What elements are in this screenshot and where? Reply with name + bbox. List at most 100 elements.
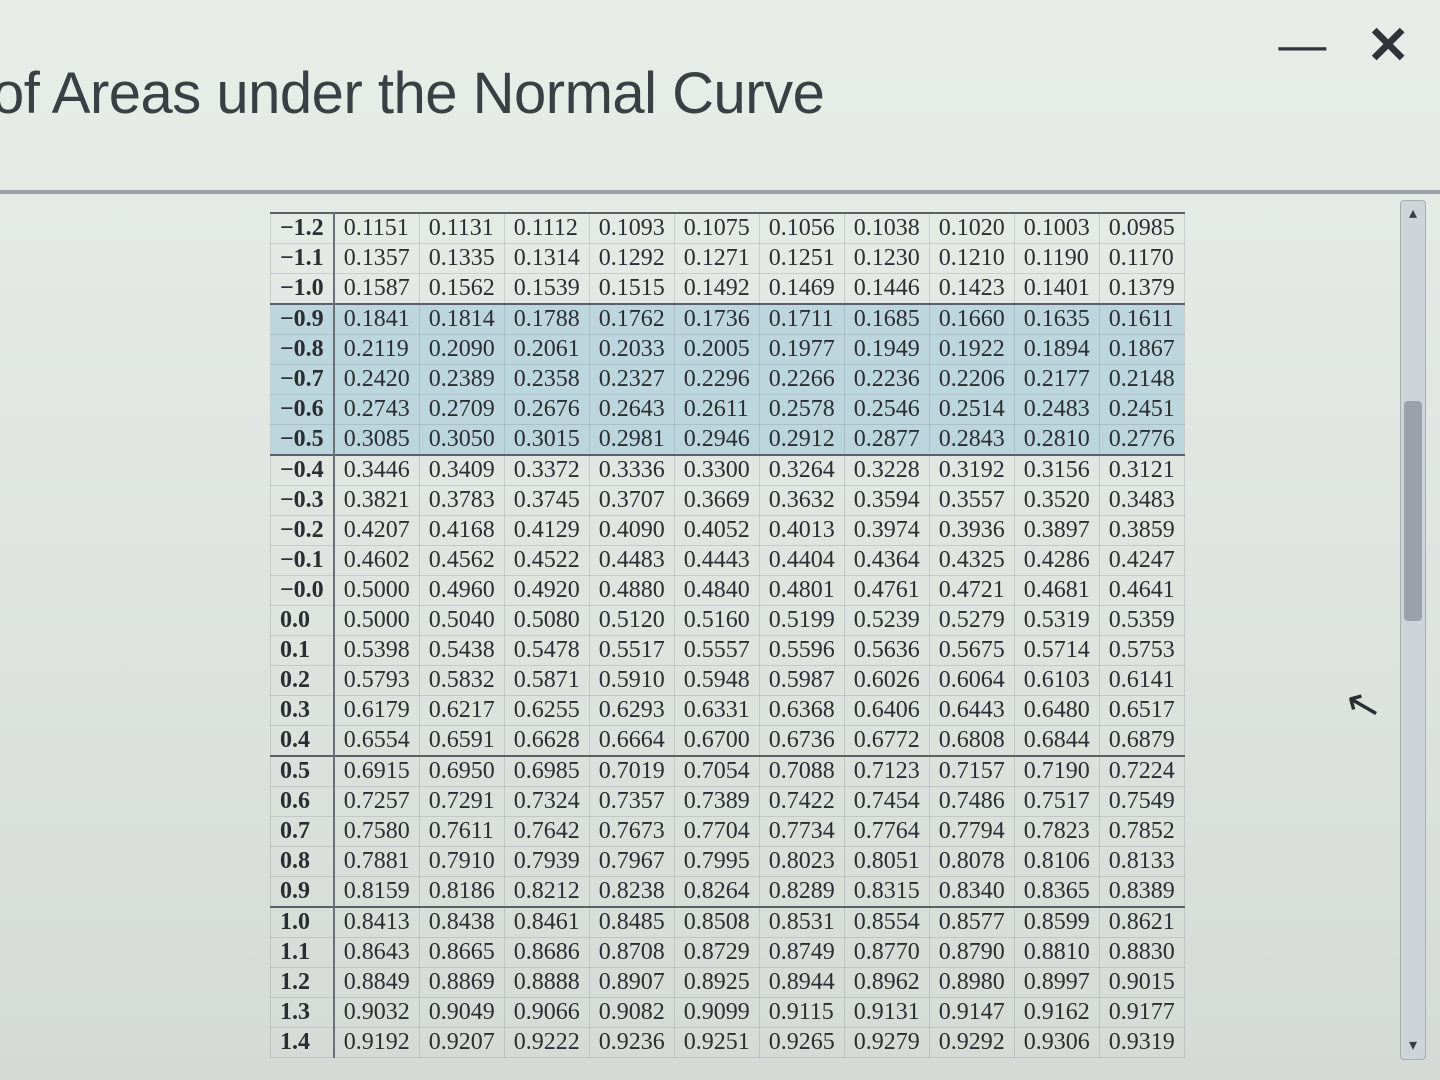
value-cell: 0.7823 <box>1014 817 1099 847</box>
value-cell: 0.8340 <box>929 877 1014 908</box>
table-row: −0.50.30850.30500.30150.29810.29460.2912… <box>271 425 1185 456</box>
value-cell: 0.4443 <box>674 546 759 576</box>
value-cell: 0.8749 <box>759 938 844 968</box>
z-label-cell: 1.3 <box>271 998 334 1028</box>
value-cell: 0.2843 <box>929 425 1014 456</box>
value-cell: 0.1736 <box>674 304 759 335</box>
value-cell: 0.3264 <box>759 455 844 486</box>
scroll-down-icon[interactable]: ▾ <box>1401 1033 1425 1059</box>
value-cell: 0.9306 <box>1014 1028 1099 1058</box>
value-cell: 0.8577 <box>929 907 1014 938</box>
table-row: 0.80.78810.79100.79390.79670.79950.80230… <box>271 847 1185 877</box>
value-cell: 0.1867 <box>1099 335 1184 365</box>
value-cell: 0.7357 <box>589 787 674 817</box>
table-row: 0.10.53980.54380.54780.55170.55570.55960… <box>271 636 1185 666</box>
value-cell: 0.4602 <box>334 546 420 576</box>
z-label-cell: −0.3 <box>271 486 334 516</box>
value-cell: 0.2090 <box>419 335 504 365</box>
value-cell: 0.1112 <box>504 213 589 244</box>
value-cell: 0.8770 <box>844 938 929 968</box>
value-cell: 0.4801 <box>759 576 844 606</box>
value-cell: 0.8830 <box>1099 938 1184 968</box>
value-cell: 0.3707 <box>589 486 674 516</box>
close-icon[interactable]: ✕ <box>1366 20 1410 72</box>
value-cell: 0.6064 <box>929 666 1014 696</box>
table-row: −0.80.21190.20900.20610.20330.20050.1977… <box>271 335 1185 365</box>
table-row: −1.10.13570.13350.13140.12920.12710.1251… <box>271 244 1185 274</box>
value-cell: 0.1379 <box>1099 274 1184 305</box>
value-cell: 0.2743 <box>334 395 420 425</box>
value-cell: 0.5871 <box>504 666 589 696</box>
value-cell: 0.7517 <box>1014 787 1099 817</box>
value-cell: 0.5080 <box>504 606 589 636</box>
value-cell: 0.7642 <box>504 817 589 847</box>
z-label-cell: 0.6 <box>271 787 334 817</box>
value-cell: 0.4641 <box>1099 576 1184 606</box>
value-cell: 0.2981 <box>589 425 674 456</box>
value-cell: 0.3821 <box>334 486 420 516</box>
value-cell: 0.2005 <box>674 335 759 365</box>
value-cell: 0.8461 <box>504 907 589 938</box>
z-label-cell: −1.2 <box>271 213 334 244</box>
value-cell: 0.8810 <box>1014 938 1099 968</box>
value-cell: 0.1075 <box>674 213 759 244</box>
value-cell: 0.3015 <box>504 425 589 456</box>
value-cell: 0.2266 <box>759 365 844 395</box>
value-cell: 0.4013 <box>759 516 844 546</box>
value-cell: 0.8997 <box>1014 968 1099 998</box>
value-cell: 0.9192 <box>334 1028 420 1058</box>
value-cell: 0.1093 <box>589 213 674 244</box>
minimize-icon[interactable]: — <box>1278 22 1326 70</box>
value-cell: 0.6331 <box>674 696 759 726</box>
value-cell: 0.6141 <box>1099 666 1184 696</box>
value-cell: 0.6700 <box>674 726 759 757</box>
value-cell: 0.8264 <box>674 877 759 908</box>
value-cell: 0.1056 <box>759 213 844 244</box>
value-cell: 0.7054 <box>674 756 759 787</box>
z-label-cell: 0.9 <box>271 877 334 908</box>
z-label-cell: 1.4 <box>271 1028 334 1058</box>
table-row: −1.00.15870.15620.15390.15150.14920.1469… <box>271 274 1185 305</box>
value-cell: 0.2327 <box>589 365 674 395</box>
value-cell: 0.2358 <box>504 365 589 395</box>
value-cell: 0.4721 <box>929 576 1014 606</box>
value-cell: 0.8212 <box>504 877 589 908</box>
value-cell: 0.2148 <box>1099 365 1184 395</box>
value-cell: 0.6591 <box>419 726 504 757</box>
scroll-up-icon[interactable]: ▴ <box>1401 201 1425 227</box>
value-cell: 0.8980 <box>929 968 1014 998</box>
value-cell: 0.6844 <box>1014 726 1099 757</box>
table-row: 0.20.57930.58320.58710.59100.59480.59870… <box>271 666 1185 696</box>
value-cell: 0.6293 <box>589 696 674 726</box>
value-cell: 0.9032 <box>334 998 420 1028</box>
value-cell: 0.6554 <box>334 726 420 757</box>
value-cell: 0.1515 <box>589 274 674 305</box>
table-row: −0.40.34460.34090.33720.33360.33000.3264… <box>271 455 1185 486</box>
z-label-cell: 1.0 <box>271 907 334 938</box>
value-cell: 0.6406 <box>844 696 929 726</box>
value-cell: 0.1003 <box>1014 213 1099 244</box>
value-cell: 0.7190 <box>1014 756 1099 787</box>
value-cell: 0.3483 <box>1099 486 1184 516</box>
value-cell: 0.8621 <box>1099 907 1184 938</box>
value-cell: 0.5478 <box>504 636 589 666</box>
value-cell: 0.1038 <box>844 213 929 244</box>
value-cell: 0.4920 <box>504 576 589 606</box>
value-cell: 0.1423 <box>929 274 1014 305</box>
vertical-scrollbar[interactable]: ▴ ▾ <box>1400 200 1426 1060</box>
value-cell: 0.7389 <box>674 787 759 817</box>
value-cell: 0.1685 <box>844 304 929 335</box>
value-cell: 0.8686 <box>504 938 589 968</box>
value-cell: 0.8133 <box>1099 847 1184 877</box>
scrollbar-thumb[interactable] <box>1404 401 1422 621</box>
table-row: 1.20.88490.88690.88880.89070.89250.89440… <box>271 968 1185 998</box>
value-cell: 0.7967 <box>589 847 674 877</box>
table-row: −0.70.24200.23890.23580.23270.22960.2266… <box>271 365 1185 395</box>
normal-curve-table: −1.20.11510.11310.11120.10930.10750.1056… <box>270 212 1185 1058</box>
value-cell: 0.5160 <box>674 606 759 636</box>
value-cell: 0.5987 <box>759 666 844 696</box>
table-row: 1.40.91920.92070.92220.92360.92510.92650… <box>271 1028 1185 1058</box>
value-cell: 0.3372 <box>504 455 589 486</box>
value-cell: 0.1492 <box>674 274 759 305</box>
value-cell: 0.4129 <box>504 516 589 546</box>
